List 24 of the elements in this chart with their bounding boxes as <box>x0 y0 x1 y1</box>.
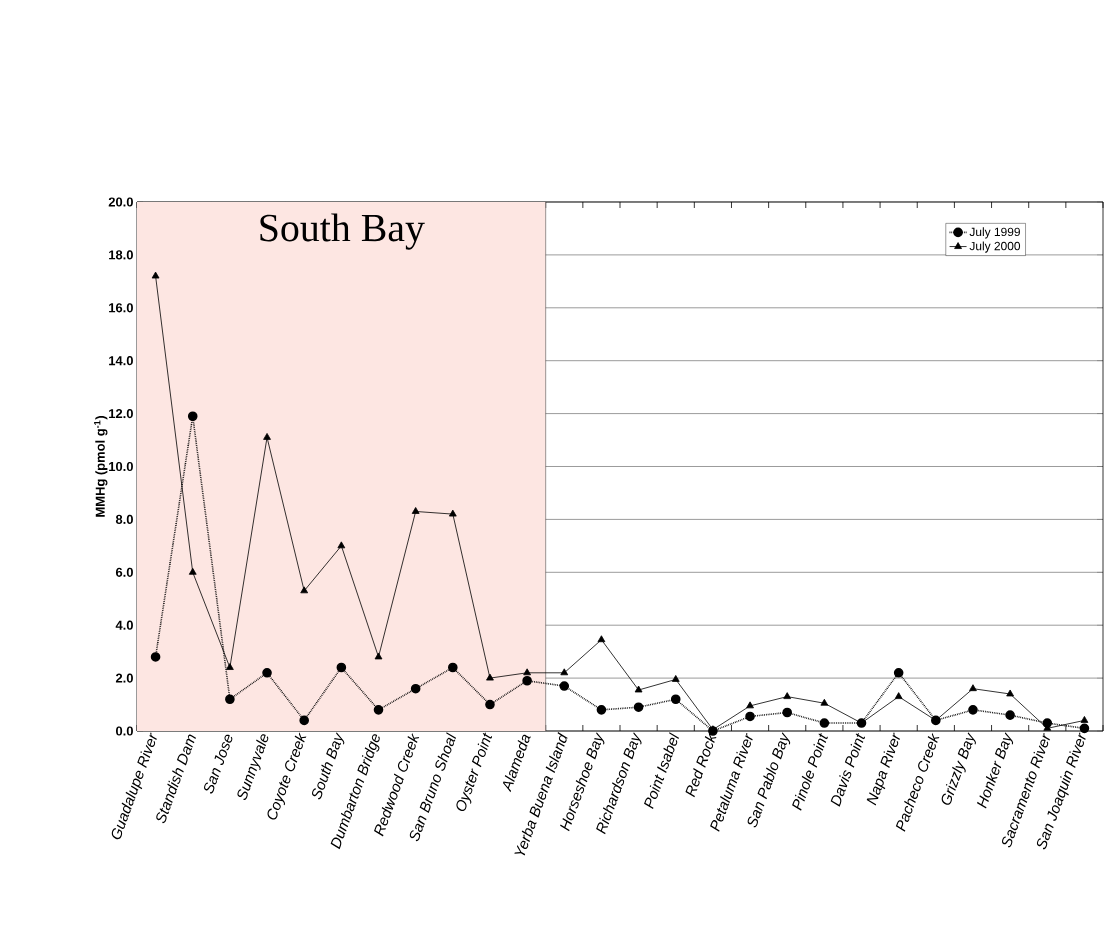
x-tick-label: Pinole Point <box>792 732 828 811</box>
band-label: South Bay <box>260 213 425 250</box>
y-tick-label: 10.0 <box>109 461 133 472</box>
y-tick-label: 8.0 <box>115 514 133 524</box>
x-tick-label: Red Rock <box>685 732 717 798</box>
y-tick-label: 4.0 <box>115 620 133 630</box>
x-tick-label: Grizzly Bay <box>941 732 976 805</box>
y-tick-label: 2.0 <box>115 673 133 683</box>
legend-label: July 2000 <box>969 241 1021 253</box>
y-axis-title: MMHg (pmol g$^{-1}$) <box>94 416 108 517</box>
x-tick-label: Davis Point <box>830 732 865 807</box>
y-tick-label: 16.0 <box>109 303 133 313</box>
x-tick-label: San Jose <box>204 734 233 794</box>
x-tick-label: Oyster Point <box>456 732 493 812</box>
y-tick-label: 6.0 <box>115 567 133 577</box>
x-tick-label: Napa River <box>866 732 900 806</box>
y-tick-label: 20.0 <box>108 197 133 207</box>
legend-label: July 1999 <box>969 227 1020 239</box>
y-tick-label: 14.0 <box>109 356 133 366</box>
y-tick-label: 0.0 <box>115 726 133 736</box>
y-tick-label: 18.0 <box>109 250 133 260</box>
x-tick-label: Honker Bay <box>977 732 1014 809</box>
x-tick-label: Point Isabel <box>644 732 679 810</box>
y-tick-label: 12.0 <box>109 409 133 419</box>
